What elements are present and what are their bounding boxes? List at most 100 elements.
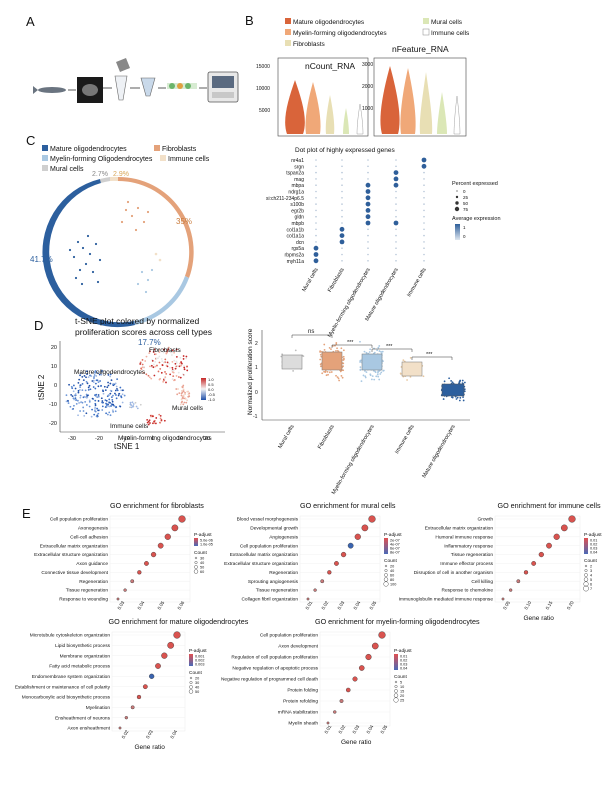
- box-point: [323, 348, 326, 351]
- tsne-point: [131, 405, 134, 408]
- tsne-point: [112, 383, 115, 386]
- go-term-label: Humoral immune response: [435, 534, 493, 540]
- go-xlabel: Gene ratio: [524, 615, 555, 622]
- legend-c-item-5: Mural cells: [50, 166, 84, 173]
- dot-plot-title: Dot plot of highly expressed genes: [295, 147, 395, 154]
- dot-plot-dot: [421, 157, 427, 163]
- dissection-tool-icon: [116, 58, 130, 72]
- box-point: [409, 375, 412, 378]
- tsne-point: [152, 422, 154, 425]
- tsne-point: [69, 405, 72, 408]
- go-dot: [123, 588, 127, 592]
- tsne-point: [105, 400, 108, 402]
- box-point: [280, 355, 283, 358]
- dot-plot-dot: [365, 195, 371, 201]
- tsne-point: [79, 374, 81, 377]
- go-padj-val: 0.02: [590, 543, 597, 547]
- go-dot: [313, 588, 317, 592]
- tsne-point: [77, 382, 80, 384]
- box-mural: [281, 354, 303, 370]
- go-title: GO enrichment for immune cells: [498, 501, 601, 510]
- tsne-point: [142, 371, 145, 374]
- go-count-val: 10: [400, 685, 404, 689]
- tsne-point: [147, 420, 150, 423]
- tsne-point: [83, 374, 86, 377]
- tsne-point: [112, 394, 114, 397]
- tsne-point: [154, 353, 157, 356]
- tsne-point: [94, 402, 97, 405]
- box-point: [377, 370, 380, 373]
- tsne-point: [161, 360, 164, 362]
- go-term-label: Disruption of cell in another organism: [414, 570, 493, 576]
- go-dot: [361, 524, 369, 532]
- tsne-point: [167, 346, 170, 349]
- go-count-val: 5: [590, 578, 592, 582]
- tsne-point: [107, 374, 110, 376]
- box-point: [462, 396, 464, 399]
- box-fibro: [321, 351, 343, 371]
- legend-c-item-1: Mature oligodendrocytes: [50, 146, 127, 153]
- sig-label: ***: [347, 340, 354, 346]
- tsne-point: [148, 352, 151, 355]
- box-point: [330, 348, 332, 351]
- donut-chart: [42, 176, 194, 328]
- legend-b-item-2: Mural cells: [431, 19, 463, 26]
- tsne-point: [65, 394, 68, 397]
- dot-plot-dot: [365, 220, 371, 226]
- tsne-point: [67, 402, 70, 404]
- go-panel-3: GO enrichment for immune cells Growth Extr…: [399, 501, 603, 622]
- dot-plot-dot: [395, 159, 397, 161]
- tsne-point: [94, 399, 97, 402]
- go-xtick: 0.02: [321, 600, 330, 611]
- tsne-point: [100, 384, 103, 387]
- dot-plot-dot: [367, 241, 369, 243]
- tsne-point: [150, 377, 153, 380]
- box-point: [406, 379, 408, 381]
- tsne-point: [166, 365, 169, 368]
- box-point: [462, 399, 465, 402]
- box-point: [379, 373, 382, 375]
- box-point: [442, 398, 445, 400]
- tsne-point: [165, 351, 168, 354]
- tsne-point: [182, 384, 185, 387]
- tsne-point: [178, 365, 181, 368]
- go-dot: [118, 726, 122, 730]
- dot-plot-dot: [341, 165, 343, 168]
- tsne-point: [74, 393, 77, 395]
- tsne-point: [82, 396, 85, 399]
- go-dot: [354, 533, 361, 540]
- dot-pct-val: 25: [463, 195, 469, 200]
- tsne-scale-val: -1.0: [208, 397, 216, 402]
- tsne-point: [178, 392, 181, 395]
- go-dot: [560, 524, 568, 532]
- tsne-point: [100, 373, 102, 376]
- tsne-point: [175, 360, 178, 363]
- tsne-point: [106, 403, 109, 406]
- tsne-point: [67, 399, 69, 402]
- box-point: [323, 343, 326, 346]
- dot-plot-dot: [423, 190, 425, 193]
- tsne-point: [97, 394, 100, 396]
- box-point: [321, 372, 324, 375]
- tsne-point: [183, 401, 186, 404]
- go-xtick: 0.04: [353, 600, 362, 611]
- panel-label-d: D: [34, 318, 44, 333]
- tsne-point: [158, 361, 161, 364]
- tsne-point: [121, 389, 124, 392]
- tsne-point: [179, 362, 181, 365]
- go-dot: [149, 673, 155, 679]
- tsne-point: [101, 401, 104, 404]
- tsne-point: [74, 394, 76, 397]
- tsne-point: [114, 392, 116, 395]
- dot-plot-dot: [341, 190, 343, 193]
- tsne-point: [78, 402, 80, 404]
- dot-plot-dot: [341, 260, 343, 262]
- legend-b-item-4: Immune cells: [431, 30, 470, 37]
- tsne-point: [169, 366, 171, 369]
- dot-gene-label: dcn: [296, 240, 304, 246]
- tsne-point: [183, 366, 186, 369]
- tsne-point: [101, 405, 104, 408]
- dot-plot-dot: [341, 215, 343, 218]
- tsne-point: [117, 394, 120, 397]
- donut-segment-fibroblasts: [118, 176, 194, 278]
